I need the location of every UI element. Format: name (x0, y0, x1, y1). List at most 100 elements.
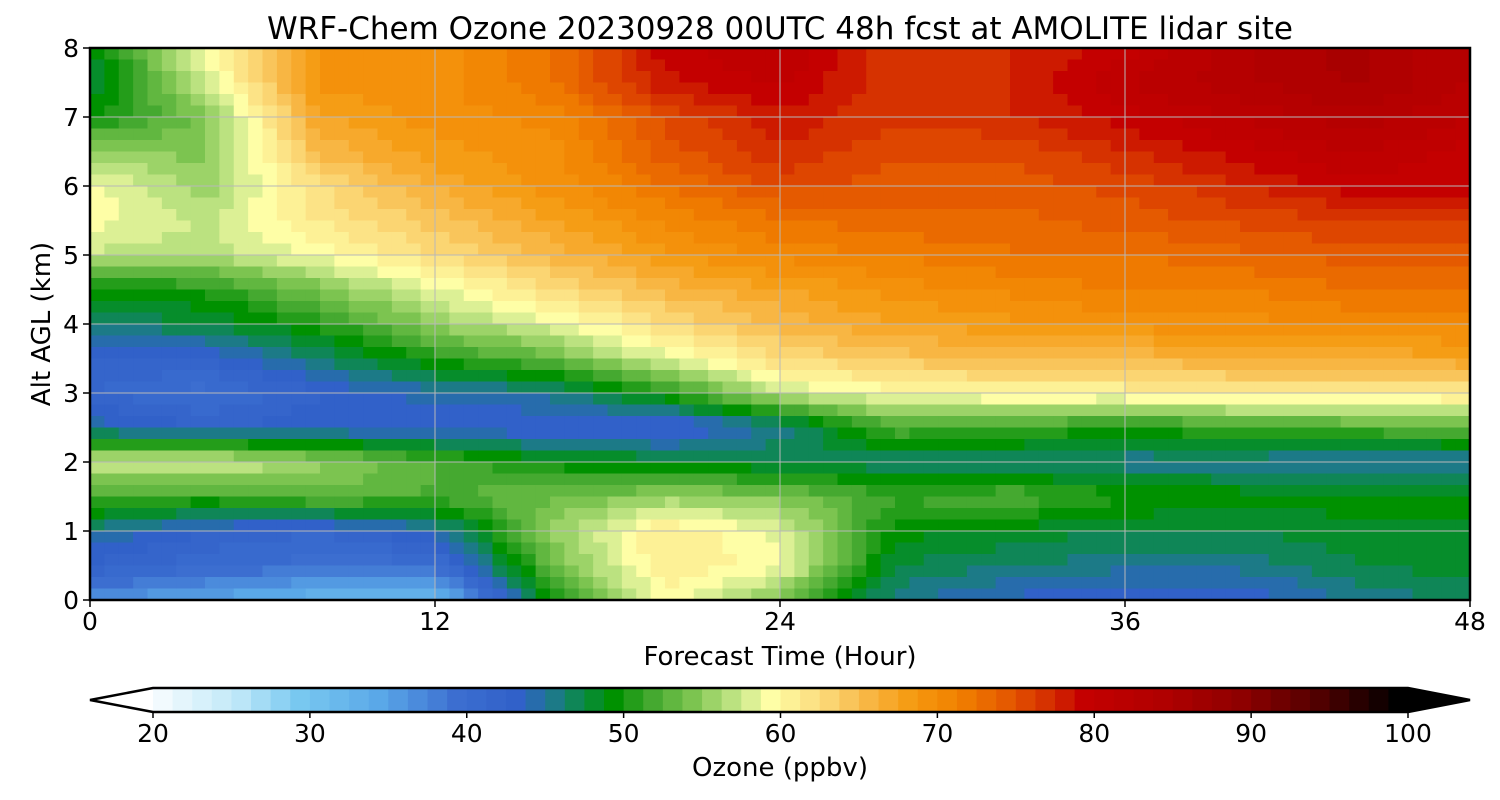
ozone-cell (736, 266, 752, 279)
ozone-cell (90, 439, 105, 452)
ozone-cell (1182, 174, 1198, 187)
ozone-cell (161, 439, 177, 452)
ozone-cell (808, 312, 824, 325)
ozone-cell (650, 554, 666, 567)
ozone-cell (765, 186, 781, 199)
ozone-cell (463, 335, 479, 348)
ozone-cell (981, 519, 997, 532)
ozone-cell (406, 174, 422, 187)
ozone-cell (1254, 174, 1270, 187)
ozone-cell (765, 59, 781, 72)
ozone-cell (1355, 439, 1370, 452)
ozone-cell (808, 48, 824, 61)
ozone-cell (1355, 565, 1370, 578)
ozone-cell (391, 255, 407, 268)
ozone-cell (981, 485, 997, 498)
ozone-cell (305, 416, 321, 429)
ozone-cell (1254, 427, 1270, 440)
ozone-cell (636, 358, 652, 371)
ozone-cell (736, 186, 752, 199)
ozone-cell (506, 163, 522, 176)
ozone-cell (1268, 289, 1284, 302)
ozone-cell (435, 243, 450, 256)
ozone-cell (176, 577, 192, 590)
ozone-cell (909, 416, 925, 429)
ozone-cell (952, 496, 968, 509)
ozone-cell (851, 370, 867, 383)
ozone-cell (1053, 94, 1069, 107)
ozone-cell (1383, 301, 1399, 314)
ozone-cell (693, 381, 709, 394)
ozone-cell (449, 473, 465, 486)
ozone-cell (621, 324, 637, 337)
ozone-cell (1153, 151, 1169, 164)
ozone-cell (1369, 416, 1385, 429)
ozone-cell (765, 117, 781, 130)
colorbar-swatch (1329, 688, 1350, 712)
ozone-cell (736, 163, 752, 176)
ozone-cell (147, 140, 163, 153)
ozone-cell (90, 48, 105, 61)
ozone-cell (751, 577, 767, 590)
ozone-cell (506, 94, 522, 107)
ozone-cell (104, 94, 120, 107)
colorbar-swatch (741, 688, 762, 712)
ozone-cell (621, 312, 637, 325)
ozone-cell (1225, 59, 1241, 72)
ozone-cell (1297, 416, 1313, 429)
ozone-cell (765, 508, 781, 521)
ozone-cell (147, 358, 163, 371)
ozone-cell (1254, 485, 1270, 498)
ozone-cell (1326, 565, 1342, 578)
ozone-cell (909, 186, 925, 199)
ozone-cell (1153, 117, 1169, 130)
ozone-cell (736, 450, 752, 463)
ozone-cell (1297, 542, 1313, 555)
ozone-cell (1182, 266, 1198, 279)
ozone-cell (607, 542, 623, 555)
ozone-cell (147, 347, 163, 360)
ozone-cell (320, 393, 335, 406)
ozone-cell (363, 588, 379, 601)
ozone-cell (363, 128, 379, 141)
ozone-cell (1426, 450, 1442, 463)
ozone-cell (1038, 105, 1054, 118)
ozone-cell (636, 450, 652, 463)
ozone-cell (1153, 301, 1169, 314)
ozone-cell (1355, 577, 1370, 590)
ozone-cell (952, 588, 968, 601)
ozone-cell (593, 519, 609, 532)
ozone-cell (621, 335, 637, 348)
ozone-cell (233, 59, 249, 72)
ozone-cell (435, 324, 450, 337)
ozone-cell (1355, 519, 1370, 532)
ozone-cell (650, 289, 666, 302)
ozone-cell (1326, 427, 1342, 440)
ozone-cell (952, 462, 968, 475)
ozone-cell (880, 301, 896, 314)
ozone-cell (708, 370, 724, 383)
ozone-cell (205, 301, 220, 314)
ozone-cell (564, 197, 580, 210)
ozone-cell (1383, 370, 1399, 383)
ozone-cell (722, 542, 738, 555)
ozone-cell (823, 554, 839, 567)
ozone-cell (909, 554, 925, 567)
ozone-cell (1067, 128, 1083, 141)
ozone-cell (1139, 496, 1155, 509)
ozone-cell (1283, 588, 1299, 601)
ozone-cell (1326, 105, 1342, 118)
ozone-cell (233, 519, 249, 532)
ozone-cell (506, 485, 522, 498)
ozone-cell (219, 243, 235, 256)
ozone-cell (578, 473, 594, 486)
ozone-cell (521, 232, 537, 245)
ozone-cell (1081, 278, 1097, 291)
ozone-cell (1125, 531, 1140, 544)
ozone-cell (1240, 174, 1255, 187)
ozone-cell (420, 370, 436, 383)
ozone-cell (205, 174, 220, 187)
ozone-cell (161, 255, 177, 268)
ozone-cell (90, 393, 105, 406)
ozone-cell (722, 255, 738, 268)
